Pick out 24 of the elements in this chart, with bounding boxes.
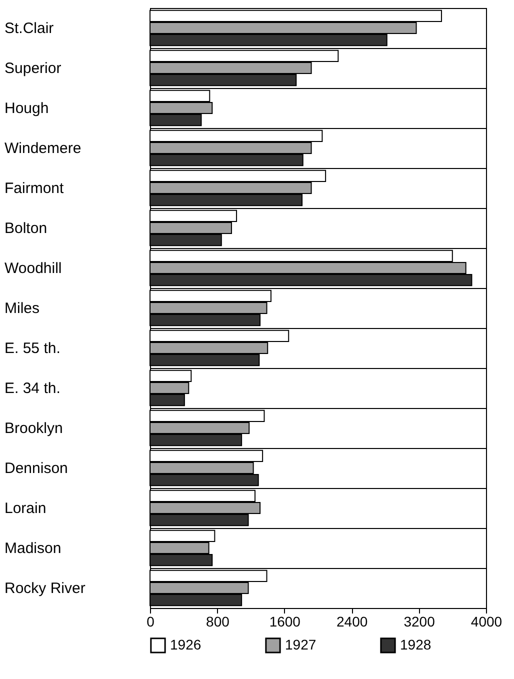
- y-tick-label: Lorain: [4, 500, 46, 517]
- y-tick-label: Miles: [4, 300, 40, 317]
- x-tick-label: 2400: [336, 614, 368, 630]
- y-tick-label: Superior: [4, 60, 62, 77]
- y-tick-label: E. 34 th.: [4, 380, 60, 397]
- x-tick-label: 4000: [470, 614, 502, 630]
- y-tick-label: Dennison: [4, 460, 68, 477]
- y-tick-label: Woodhill: [4, 260, 62, 277]
- y-tick-label: St.Clair: [4, 20, 54, 37]
- y-tick-label: Brooklyn: [4, 420, 63, 437]
- y-tick-label: Windemere: [4, 140, 82, 157]
- legend-label: 1928: [400, 636, 432, 652]
- legend-label: 1926: [170, 636, 202, 652]
- y-tick-label: Rocky River: [4, 580, 86, 597]
- y-tick-label: Bolton: [4, 220, 48, 237]
- y-tick-label: Madison: [4, 540, 62, 557]
- x-tick-label: 3200: [404, 614, 436, 630]
- legend-label: 1927: [285, 636, 316, 652]
- y-tick-label: E. 55 th.: [4, 340, 60, 357]
- y-tick-label: Hough: [4, 100, 49, 117]
- x-tick-label: 1600: [269, 614, 301, 630]
- y-tick-label: Fairmont: [4, 180, 65, 197]
- x-tick-label: 800: [206, 614, 230, 630]
- x-tick-label: 0: [146, 614, 155, 630]
